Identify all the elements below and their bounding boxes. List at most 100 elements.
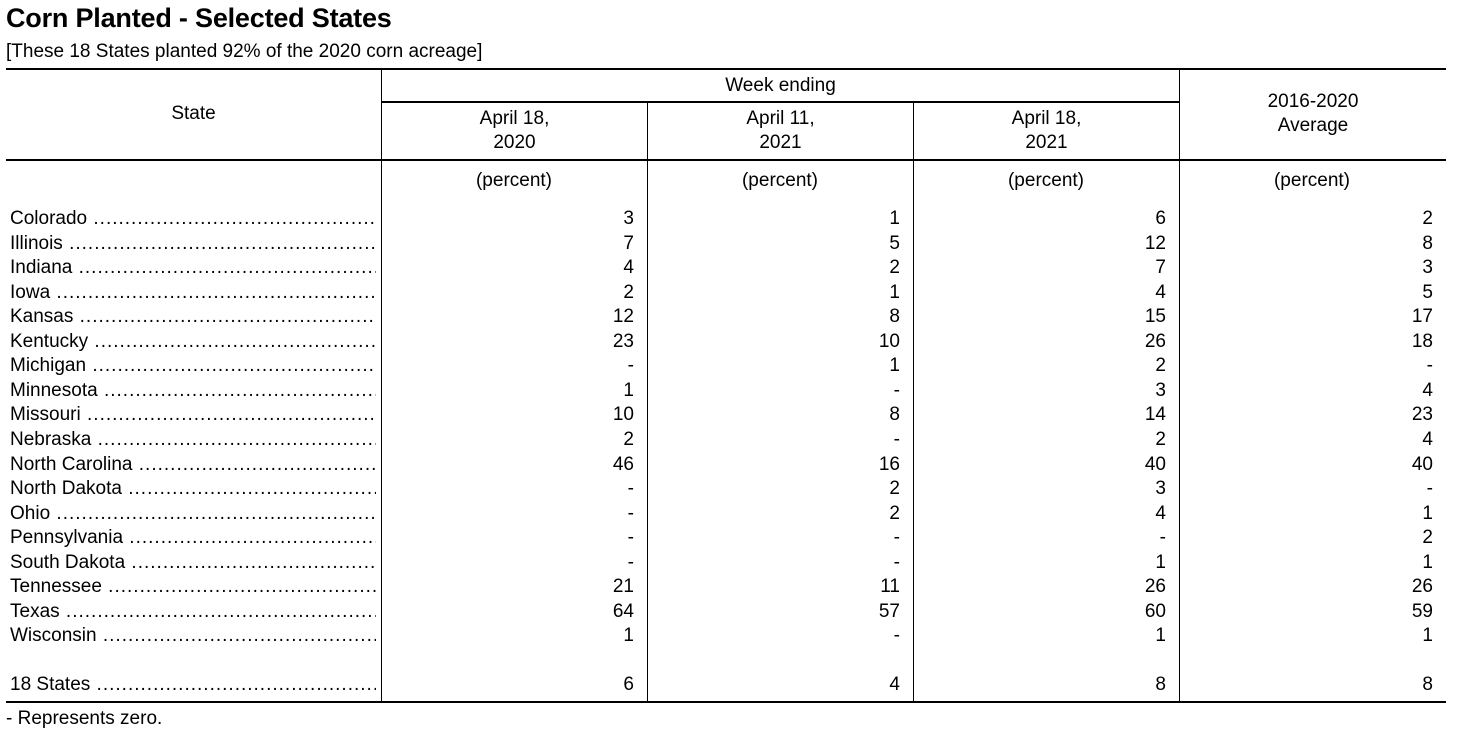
value-cell: 3	[623, 208, 634, 229]
value-cell: 3	[1155, 478, 1166, 499]
header-line: 2021	[1025, 132, 1068, 153]
value-cell: 60	[1144, 601, 1166, 622]
table-top-rule	[6, 68, 1446, 70]
dot-leader: ........................................…	[102, 625, 376, 646]
header-april-18-2021: April 18, 2021	[914, 107, 1179, 155]
header-bottom-rule	[6, 159, 1446, 161]
header-2016-2020-average: 2016-2020 Average	[1180, 90, 1446, 138]
table-row: Wisconsin ..............................…	[6, 624, 1446, 648]
value-cell: 11	[880, 576, 900, 597]
value-cell: 2	[889, 478, 900, 499]
value-cell: 3	[1155, 380, 1166, 401]
value-cell: 4	[1155, 282, 1166, 303]
table-row: Texas ..................................…	[6, 600, 1446, 624]
header-line: Average	[1277, 115, 1349, 136]
state-name: Indiana	[10, 257, 73, 278]
state-name: Wisconsin	[10, 625, 97, 646]
value-cell: 64	[612, 601, 634, 622]
total-row: 18 States ..............................…	[6, 673, 1446, 697]
table-row: Michigan ...............................…	[6, 354, 1446, 378]
value-cell: -	[627, 503, 634, 524]
value-cell: 12	[612, 306, 634, 327]
value-cell: 40	[1411, 454, 1433, 475]
dot-leader: ........................................…	[94, 331, 376, 352]
table-row: North Carolina .........................…	[6, 453, 1446, 477]
state-name-cell: Ohio ...................................…	[10, 502, 376, 526]
state-name: Missouri	[10, 404, 81, 425]
value-cell: 8	[1155, 674, 1166, 695]
value-cell: 1	[1155, 625, 1166, 646]
table-row: Iowa ...................................…	[6, 281, 1446, 305]
state-name: Iowa	[10, 282, 51, 303]
table-row: Kansas .................................…	[6, 305, 1446, 329]
state-name: Nebraska	[10, 429, 92, 450]
value-cell: 1	[623, 625, 634, 646]
state-name-cell: Nebraska ...............................…	[10, 428, 376, 452]
header-april-18-2020: April 18, 2020	[382, 107, 647, 155]
value-cell: 1	[623, 380, 634, 401]
state-name: Michigan	[10, 355, 87, 376]
value-cell: 4	[1422, 380, 1433, 401]
value-cell: 7	[1155, 257, 1166, 278]
table-row: Illinois ...............................…	[6, 232, 1446, 256]
state-name-cell: Minnesota ..............................…	[10, 379, 376, 403]
dot-leader: ........................................…	[128, 478, 376, 499]
header-line: April 11,	[746, 108, 815, 129]
state-name-cell: Illinois ...............................…	[10, 232, 376, 256]
dot-leader: ........................................…	[138, 454, 376, 475]
table-row: North Dakota ...........................…	[6, 477, 1446, 501]
value-cell: 6	[1155, 208, 1166, 229]
unit-label: (percent)	[475, 170, 553, 191]
dot-leader: ........................................…	[78, 257, 376, 278]
dot-leader: ........................................…	[56, 503, 376, 524]
table-row: Ohio ...................................…	[6, 502, 1446, 526]
value-cell: 3	[1422, 257, 1433, 278]
unit-label: (percent)	[741, 170, 819, 191]
table-row: Tennessee ..............................…	[6, 575, 1446, 599]
state-name-cell: Tennessee ..............................…	[10, 575, 376, 599]
value-cell: -	[627, 552, 634, 573]
dot-leader: ........................................…	[93, 208, 376, 229]
header-line: April 18,	[1011, 108, 1082, 129]
state-name: Minnesota	[10, 380, 98, 401]
value-cell: 2	[1422, 527, 1433, 548]
dot-leader: ........................................…	[96, 674, 376, 695]
value-cell: 10	[878, 331, 900, 352]
value-cell: 1	[1155, 552, 1166, 573]
column-divider-1	[381, 68, 382, 702]
dot-leader: ........................................…	[103, 380, 376, 401]
dot-leader: ........................................…	[97, 429, 376, 450]
value-cell: 23	[612, 331, 634, 352]
state-name-cell: Iowa ...................................…	[10, 281, 376, 305]
value-cell: 7	[623, 233, 634, 254]
value-cell: 2	[1155, 355, 1166, 376]
value-cell: 21	[612, 576, 634, 597]
value-cell: 10	[612, 404, 634, 425]
value-cell: 4	[889, 674, 900, 695]
value-cell: 2	[1422, 208, 1433, 229]
value-cell: 23	[1411, 404, 1433, 425]
state-name: Texas	[10, 601, 60, 622]
value-cell: 1	[889, 208, 900, 229]
column-divider-2	[647, 101, 648, 702]
state-name: Pennsylvania	[10, 527, 124, 548]
header-state: State	[171, 103, 216, 124]
value-cell: -	[893, 625, 900, 646]
value-cell: -	[1159, 527, 1166, 548]
table-row: Indiana ................................…	[6, 256, 1446, 280]
value-cell: 8	[889, 306, 900, 327]
state-name-cell: Kansas .................................…	[10, 305, 376, 329]
value-cell: 1	[889, 282, 900, 303]
value-cell: 59	[1411, 601, 1433, 622]
value-cell: 18	[1411, 331, 1433, 352]
value-cell: 8	[1422, 674, 1433, 695]
value-cell: 4	[1155, 503, 1166, 524]
state-name: Tennessee	[10, 576, 102, 597]
value-cell: -	[893, 527, 900, 548]
state-name-cell: North Carolina .........................…	[10, 453, 376, 477]
value-cell: 17	[1411, 306, 1433, 327]
header-line: April 18,	[479, 108, 550, 129]
state-name: 18 States	[10, 674, 91, 695]
value-cell: -	[627, 527, 634, 548]
unit-label: (percent)	[1007, 170, 1085, 191]
